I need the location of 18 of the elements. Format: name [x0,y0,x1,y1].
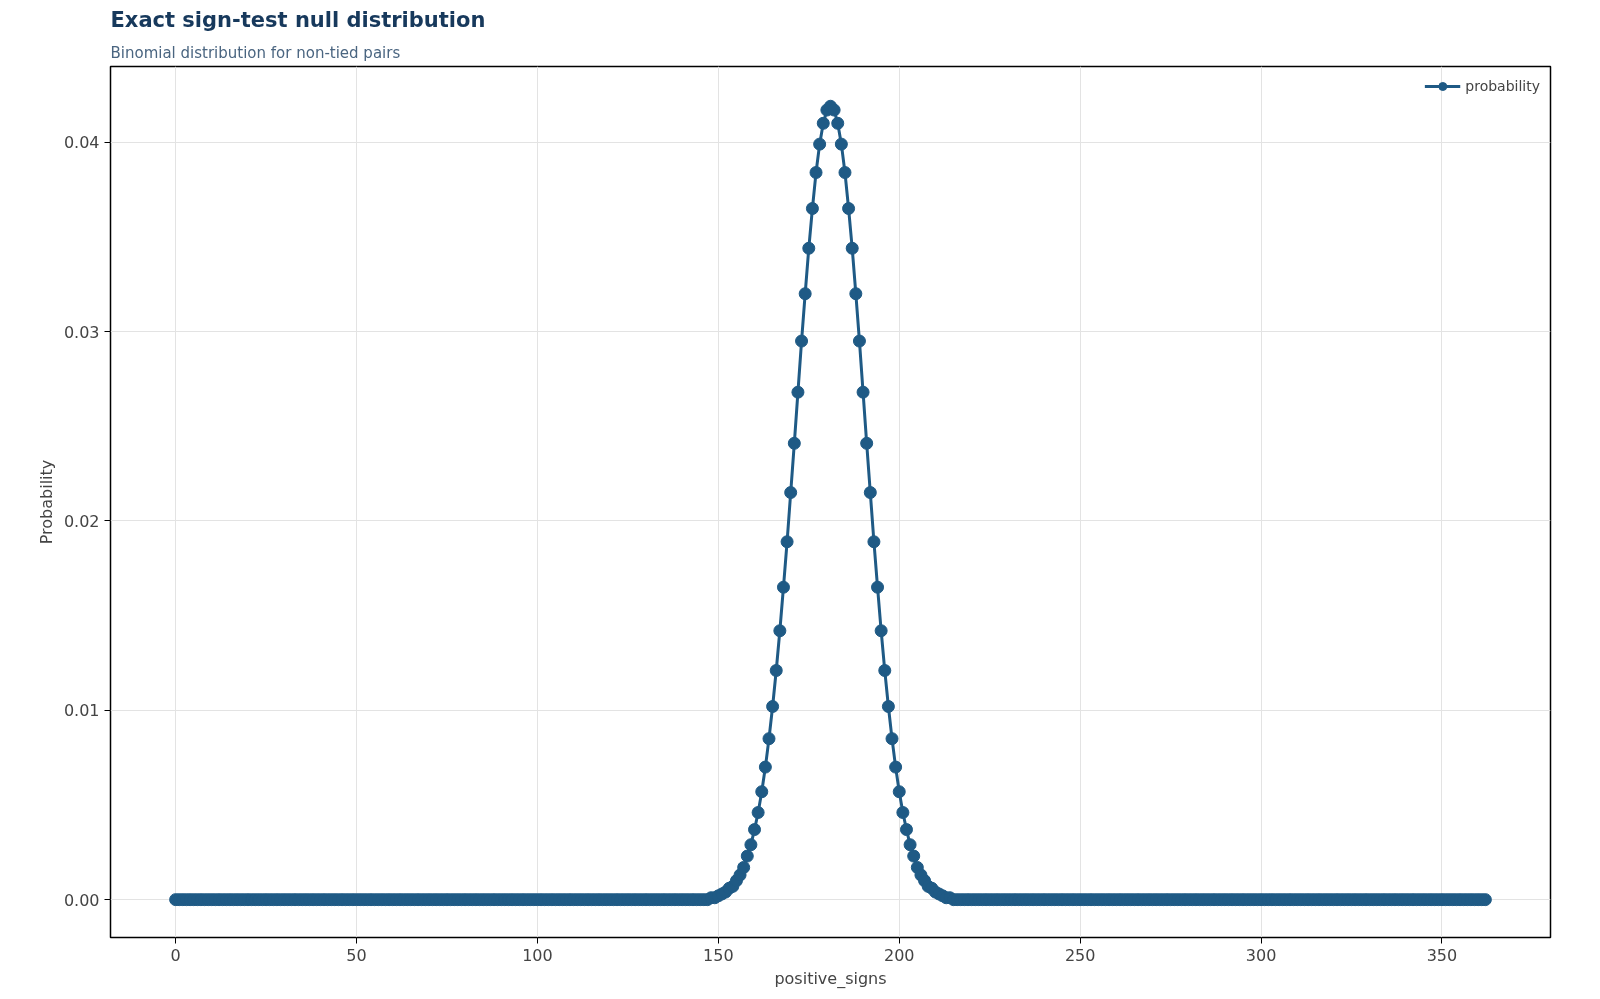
legend-label: probability [1465,78,1540,94]
x-tick-label: 50 [346,945,367,965]
x-tick-label: 200 [883,945,915,965]
y-tick-label: 0.00 [63,890,100,910]
x-tick-label: 350 [1426,945,1458,965]
x-tick-label: 250 [1064,945,1096,965]
y-tick-label: 0.02 [63,511,100,531]
x-axis-title: positive_signs [774,968,887,989]
y-tick-label: 0.04 [63,133,100,153]
y-axis-title: Probability [36,459,56,545]
chart-title: Exact sign-test null distribution [110,7,486,32]
y-tick-label: 0.01 [63,701,100,721]
x-tick-label: 150 [703,945,734,965]
x-tick-label: 300 [1245,945,1277,965]
x-tick-label: 0 [170,945,181,965]
y-tick-label: 0.03 [63,322,100,342]
x-tick-label: 100 [522,945,553,965]
chart-subtitle: Binomial distribution for non-tied pairs [110,43,401,62]
